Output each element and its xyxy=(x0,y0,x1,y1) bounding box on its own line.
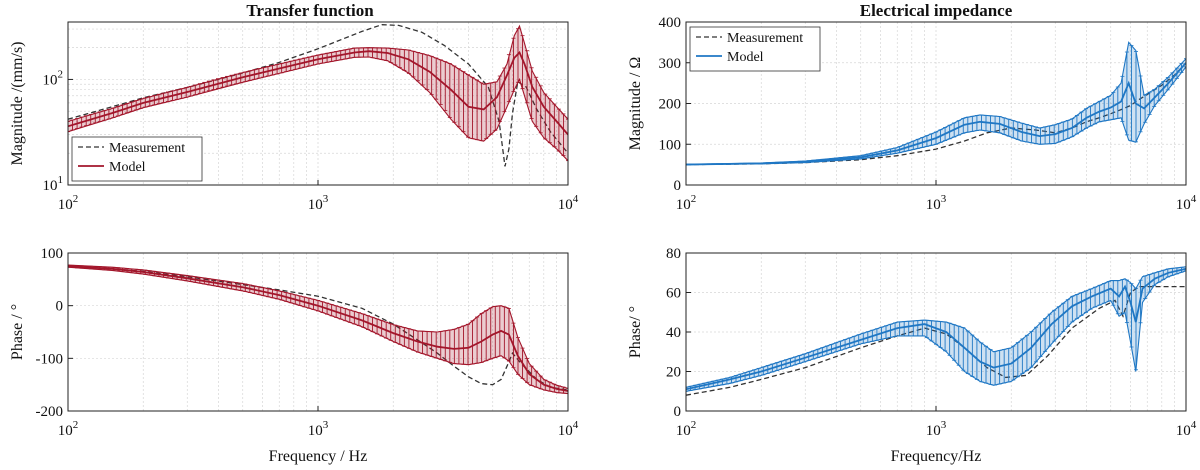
y-tick-label: 0 xyxy=(56,299,64,315)
x-tick-label: 104 xyxy=(1176,419,1197,439)
ei_mag-series-measurement xyxy=(686,62,1186,166)
y-tick-label: 0 xyxy=(674,178,682,194)
y-tick-label: 100 xyxy=(659,137,682,153)
x-tick-label: 103 xyxy=(308,419,329,439)
x-tick-label: 103 xyxy=(308,193,329,213)
transfer-function-title: Transfer function xyxy=(246,1,374,20)
y-tick-label: 100 xyxy=(41,246,64,262)
y-tick-label: 0 xyxy=(674,404,682,420)
x-tick-label: 103 xyxy=(926,193,947,213)
ei_mag-legend: Measurement Model xyxy=(689,26,821,72)
tf_mag-series-model xyxy=(68,24,568,162)
tf_phase-series-model xyxy=(68,264,568,395)
ei_phase-plot-area xyxy=(686,266,1186,396)
x-tick-label: 104 xyxy=(558,193,579,213)
electrical-impedance-title: Electrical impedance xyxy=(860,1,1013,20)
y-tick-label: 80 xyxy=(666,246,681,262)
tf_mag-grid xyxy=(67,22,568,186)
y-tick-label: -200 xyxy=(36,404,64,420)
uncertainty-band xyxy=(686,42,1186,165)
measurement-line xyxy=(686,62,1186,166)
ei_mag-series-model xyxy=(686,41,1186,166)
y-tick-label: 400 xyxy=(659,15,682,31)
ei_mag-panel: 102 103 104 0 100 200 300 400 Magnitude / Ω Measu… xyxy=(627,15,1197,213)
ei_phase-x-axis-label: Frequency/Hz xyxy=(891,448,982,465)
y-tick-label: -100 xyxy=(36,351,64,367)
x-tick-label: 104 xyxy=(558,419,579,439)
legend-label-model: Model xyxy=(727,50,764,65)
tf_phase-plot-area xyxy=(68,264,568,395)
y-tick-label: 200 xyxy=(659,97,682,113)
y-tick-label: 300 xyxy=(659,56,682,72)
legend-label-measurement: Measurement xyxy=(109,141,185,156)
ei_phase-panel: 102 103 104 0 20 40 60 80 Phase/ ° Frequency/Hz xyxy=(627,246,1197,465)
x-tick-label: 104 xyxy=(1176,193,1197,213)
tf_mag-legend: Measurement Model xyxy=(71,136,203,182)
tf_phase-x-axis-label: Frequency / Hz xyxy=(269,448,368,465)
ei_mag-y-axis-label: Magnitude / Ω xyxy=(627,57,644,151)
tf_phase-panel: 102 103 104 -200 -100 0 100 Phase / ° Frequency … xyxy=(9,246,579,465)
y-tick-label: 20 xyxy=(666,365,681,381)
x-tick-label: 102 xyxy=(58,419,79,439)
model-line xyxy=(68,50,568,136)
ei_mag-plot-area xyxy=(686,41,1186,166)
x-tick-label: 102 xyxy=(676,193,697,213)
y-tick-label: 60 xyxy=(666,286,681,302)
tf_mag-plot-area xyxy=(68,24,568,167)
model-line xyxy=(686,267,1186,391)
legend-label-model: Model xyxy=(109,160,146,175)
y-tick-label: 102 xyxy=(43,68,64,88)
x-tick-label: 102 xyxy=(676,419,697,439)
legend-box xyxy=(689,26,821,72)
model-line xyxy=(686,62,1186,166)
model-line xyxy=(68,265,568,392)
legend-box xyxy=(71,136,203,182)
lower-bound-line xyxy=(686,270,1186,392)
legend-label-measurement: Measurement xyxy=(727,31,803,46)
tf_mag-y-axis-label: Magnitude /(mm/s) xyxy=(9,42,26,166)
tf_phase-y-axis-label: Phase / ° xyxy=(9,304,26,360)
ei_phase-series-model xyxy=(686,266,1186,392)
y-tick-label: 101 xyxy=(43,174,64,194)
x-tick-label: 103 xyxy=(926,419,947,439)
x-tick-label: 102 xyxy=(58,193,79,213)
ei_phase-y-axis-label: Phase/ ° xyxy=(627,306,644,358)
y-tick-label: 40 xyxy=(666,325,681,341)
